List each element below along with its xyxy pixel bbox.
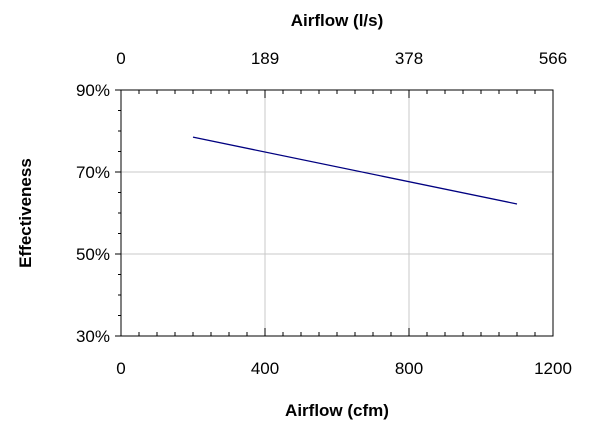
grid <box>121 90 553 336</box>
x2-axis-tick-labels: 0 189 378 566 <box>116 49 567 68</box>
x-tick-label: 800 <box>395 359 423 378</box>
series-line <box>192 136 518 205</box>
x2-axis-title: Airflow (l/s) <box>291 11 384 30</box>
plot-area-frame <box>120 89 554 337</box>
x-tick-label: 400 <box>251 359 279 378</box>
series-group <box>192 136 518 205</box>
y-tick-label: 70% <box>76 163 110 182</box>
x2-tick-label: 189 <box>251 49 279 68</box>
x2-tick-label: 0 <box>116 49 125 68</box>
y-tick-label: 30% <box>76 327 110 346</box>
x-tick-label: 0 <box>116 359 125 378</box>
x-axis-tick-labels: 0 400 800 1200 <box>116 359 572 378</box>
minor-ticks <box>115 89 554 337</box>
x-tick-label: 1200 <box>534 359 572 378</box>
x2-tick-label: 566 <box>539 49 567 68</box>
y-tick-label: 90% <box>76 81 110 100</box>
x2-tick-label: 378 <box>395 49 423 68</box>
y-axis-tick-labels: 30% 50% 70% 90% <box>76 81 110 346</box>
x-axis-title: Airflow (cfm) <box>285 401 389 420</box>
y-tick-label: 50% <box>76 245 110 264</box>
y-axis-title: Effectiveness <box>16 158 35 268</box>
